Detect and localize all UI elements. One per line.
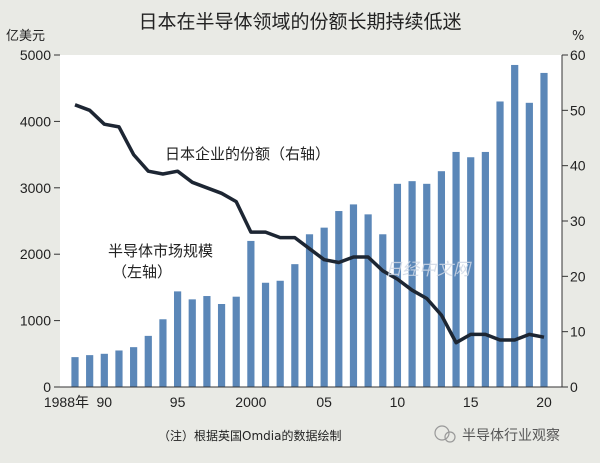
bar-series-label-axis: （左轴） [112,263,172,281]
bar-1994 [159,319,167,387]
bar-1988 [71,357,79,387]
bar-1999 [232,296,240,387]
bar-1990 [100,353,108,387]
bar-2018 [511,64,519,388]
bar-2016 [481,151,489,387]
bar-2004 [305,234,314,387]
x-tick-label: 20 [536,394,552,410]
left-tick-label: 5000 [20,47,51,63]
left-tick-label: 4000 [20,113,51,129]
x-tick-label: 95 [170,394,186,410]
bar-2014 [452,151,460,387]
x-tick-label: 2000 [235,394,266,410]
bar-2006 [335,211,343,387]
bar-1997 [203,296,211,387]
right-tick-label: 60 [570,47,586,63]
x-tick-label: 05 [316,394,332,410]
right-axis-unit: % [572,29,584,44]
bar-1989 [86,355,94,387]
bar-2015 [467,157,475,387]
bar-2019 [525,102,533,388]
watermark: 日经中文网 [385,260,472,280]
bar-2010 [393,183,402,387]
bar-2011 [408,181,416,387]
right-tick-label: 50 [570,102,586,118]
right-tick-label: 0 [570,379,578,395]
bar-2017 [496,101,504,387]
x-tick-label: 15 [463,394,479,410]
line-series-label: 日本企业的份额（右轴） [165,145,330,163]
left-tick-label: 2000 [20,246,51,262]
right-tick-label: 30 [570,213,586,229]
x-tick-label: 90 [97,394,113,410]
x-tick-label: 1988年 [44,394,89,410]
bar-2000 [247,240,255,387]
bar-series-label: 半导体市场规模 [108,242,213,260]
bar-2009 [379,234,387,387]
right-tick-label: 10 [570,324,586,340]
bar-1995 [173,291,182,387]
bar-2007 [349,204,358,387]
left-tick-label: 3000 [20,180,51,196]
bar-1992 [130,347,138,387]
bar-1998 [217,304,226,387]
bar-1991 [115,350,123,387]
bar-2005 [320,227,328,387]
bar-2020 [540,72,548,387]
bar-2001 [261,282,270,387]
left-axis-unit: 亿美元 [6,29,45,44]
bar-2002 [276,280,284,387]
bar-1993 [144,335,152,387]
bar-2013 [437,171,446,387]
source-badge: 半导体行业观察 [462,427,560,444]
right-tick-label: 40 [570,158,586,174]
chart-title: 日本在半导体领域的份额长期持续低迷 [138,11,461,33]
right-tick-label: 20 [570,268,586,284]
chart-note: （注）根据英国Omdia的数据绘制 [158,428,341,443]
bar-1996 [188,299,196,387]
wechat-icon [434,425,456,443]
bar-2012 [423,183,431,387]
left-tick-label: 1000 [20,313,51,329]
bar-2008 [364,214,372,387]
bar-2003 [291,264,299,387]
x-tick-label: 10 [390,394,406,410]
left-tick-label: 0 [43,379,51,395]
